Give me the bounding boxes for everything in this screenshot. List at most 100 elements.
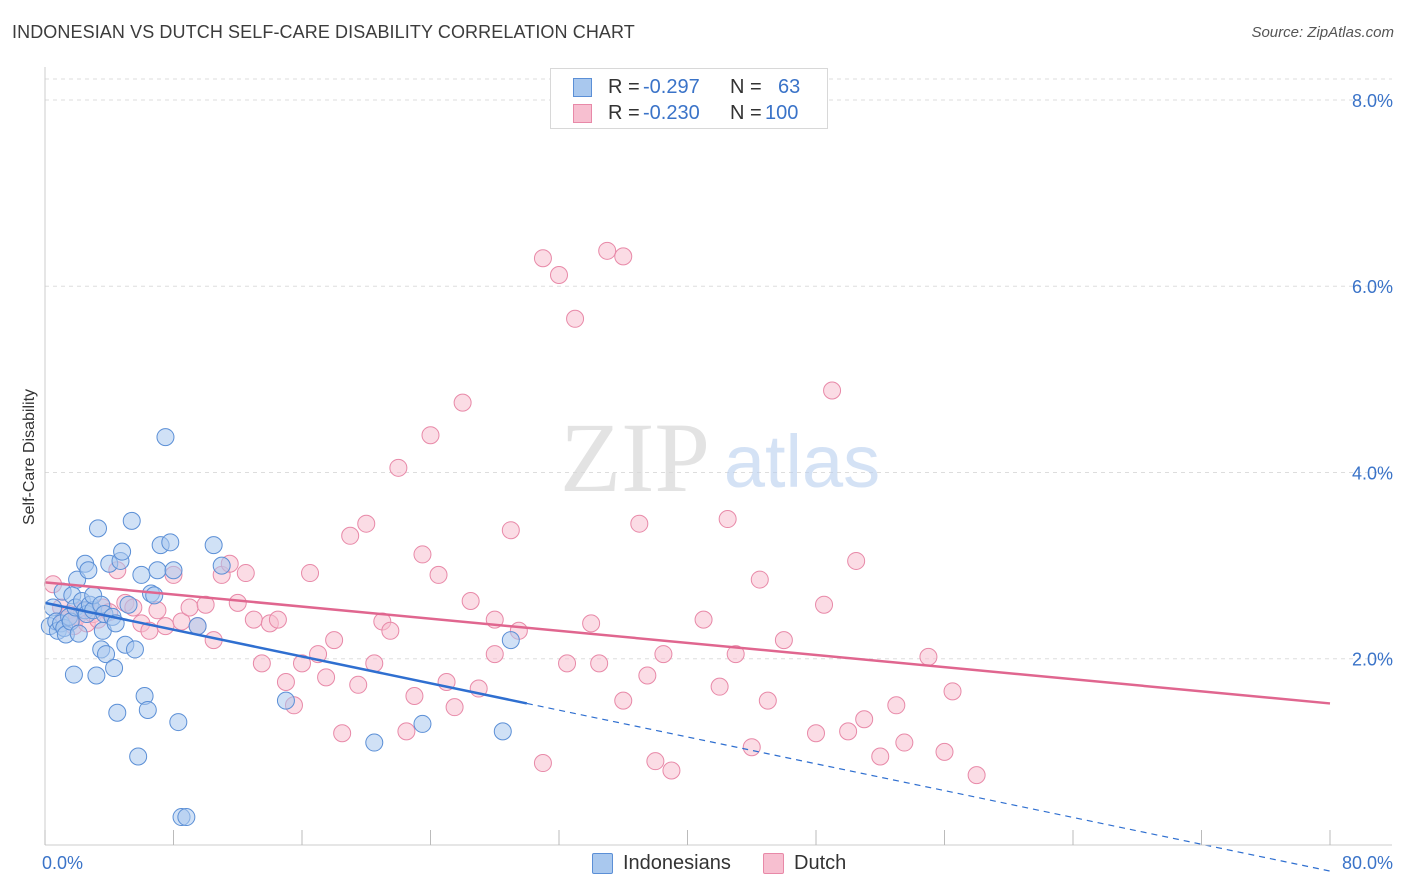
dutch-point bbox=[196, 595, 215, 614]
dutch-point bbox=[887, 696, 906, 715]
dutch-point bbox=[389, 458, 408, 477]
dutch-point bbox=[630, 514, 649, 533]
dutch-point bbox=[895, 733, 914, 752]
dutch-point bbox=[357, 514, 376, 533]
dutch-point bbox=[325, 631, 344, 650]
source-label: Source: ZipAtlas.com bbox=[1251, 24, 1394, 41]
dutch-point bbox=[694, 610, 713, 629]
dutch-point bbox=[485, 645, 504, 664]
tick-labels: 2.0% 4.0% 6.0% 8.0% 0.0% 80.0% bbox=[42, 91, 1393, 873]
dutch-point bbox=[333, 724, 352, 743]
dutch-point bbox=[919, 647, 938, 666]
dutch-point bbox=[839, 722, 858, 741]
dutch-point bbox=[317, 668, 336, 687]
indonesians-point bbox=[113, 542, 132, 561]
dutch-point bbox=[742, 738, 761, 757]
indonesians-point bbox=[169, 713, 188, 732]
dutch-point bbox=[935, 742, 954, 761]
dutch-point bbox=[614, 691, 633, 710]
dutch-point bbox=[847, 551, 866, 570]
indonesians-point bbox=[501, 631, 520, 650]
dutch-point bbox=[566, 309, 585, 328]
indonesians-point bbox=[122, 511, 141, 530]
dutch-point bbox=[301, 564, 320, 583]
dutch-point bbox=[381, 621, 400, 640]
indonesians-point bbox=[145, 586, 164, 605]
indonesians-point bbox=[276, 691, 295, 710]
dutch-point bbox=[758, 691, 777, 710]
legend-swatch-dutch bbox=[573, 104, 592, 123]
legend-n-label: N = bbox=[730, 76, 762, 98]
indonesians-point bbox=[69, 624, 88, 643]
legend-swatch-dutch bbox=[763, 853, 784, 874]
indonesians-point bbox=[413, 714, 432, 733]
legend-label-indonesians: Indonesians bbox=[623, 852, 731, 874]
dutch-point bbox=[236, 564, 255, 583]
indonesians-point bbox=[161, 533, 180, 552]
indonesians-point bbox=[79, 561, 98, 580]
indonesians-point bbox=[89, 519, 108, 538]
dutch-point bbox=[276, 673, 295, 692]
indonesians-trend-line bbox=[44, 601, 528, 705]
legend-swatch-indonesians bbox=[573, 78, 592, 97]
legend-n-value: 63 bbox=[778, 76, 801, 98]
indonesians-point bbox=[156, 428, 175, 447]
indonesians-point bbox=[493, 722, 512, 741]
dutch-point bbox=[662, 761, 681, 780]
dutch-point bbox=[774, 631, 793, 650]
dutch-point bbox=[501, 521, 520, 540]
indonesians-point bbox=[148, 561, 167, 580]
dutch-point bbox=[855, 710, 874, 729]
indonesians-point bbox=[97, 645, 116, 664]
indonesians-point bbox=[212, 556, 231, 575]
dutch-point bbox=[871, 747, 890, 766]
dutch-point bbox=[807, 724, 825, 743]
y-tick-label: 8.0% bbox=[1352, 91, 1393, 111]
axes bbox=[44, 67, 1392, 846]
dutch-point bbox=[815, 595, 834, 614]
dutch-point bbox=[750, 570, 769, 589]
indonesians-point bbox=[119, 595, 138, 614]
y-tick-label: 4.0% bbox=[1352, 463, 1393, 483]
dutch-point bbox=[718, 510, 737, 529]
dutch-point bbox=[646, 752, 665, 771]
dutch-point bbox=[349, 675, 368, 694]
dutch-point bbox=[268, 610, 287, 629]
dutch-point bbox=[533, 754, 552, 773]
dutch-point bbox=[397, 722, 416, 741]
correlation-legend: R = -0.297 N = 63 R = -0.230 N = 100 bbox=[550, 68, 828, 129]
dutch-points bbox=[44, 241, 986, 785]
legend-r-value: -0.297 bbox=[643, 76, 700, 98]
dutch-point bbox=[341, 526, 360, 545]
dutch-point bbox=[726, 645, 745, 664]
indonesians-point bbox=[177, 808, 196, 827]
dutch-point bbox=[429, 565, 448, 584]
indonesians-point bbox=[204, 536, 223, 555]
dutch-point bbox=[590, 654, 609, 673]
dutch-point bbox=[252, 654, 271, 673]
indonesians-points bbox=[40, 428, 520, 827]
dutch-point bbox=[823, 381, 842, 400]
dutch-point bbox=[558, 654, 577, 673]
trend-lines bbox=[44, 581, 1331, 872]
dutch-point bbox=[405, 686, 424, 705]
watermark-atlas: atlas bbox=[724, 420, 880, 503]
indonesians-point bbox=[87, 666, 106, 685]
dutch-point bbox=[533, 249, 552, 268]
indonesians-point bbox=[164, 561, 183, 580]
dutch-point bbox=[180, 598, 199, 617]
indonesians-point bbox=[108, 703, 127, 722]
dutch-trend-line bbox=[44, 581, 1331, 705]
dutch-point bbox=[614, 247, 633, 266]
dutch-point bbox=[943, 682, 962, 701]
dutch-point bbox=[413, 545, 432, 564]
dutch-point bbox=[148, 601, 167, 620]
dutch-point bbox=[550, 266, 568, 285]
dutch-point bbox=[453, 393, 472, 412]
dutch-point bbox=[582, 614, 601, 633]
legend-r-label: R = bbox=[608, 76, 640, 98]
indonesians-point bbox=[105, 659, 124, 678]
indonesians-point bbox=[129, 747, 148, 766]
dutch-point bbox=[293, 654, 311, 673]
x-tick-label: 0.0% bbox=[42, 853, 83, 873]
